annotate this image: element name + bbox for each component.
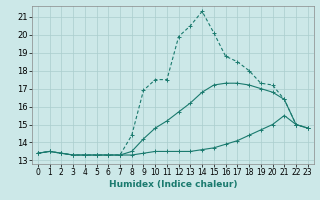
X-axis label: Humidex (Indice chaleur): Humidex (Indice chaleur) [108,180,237,189]
